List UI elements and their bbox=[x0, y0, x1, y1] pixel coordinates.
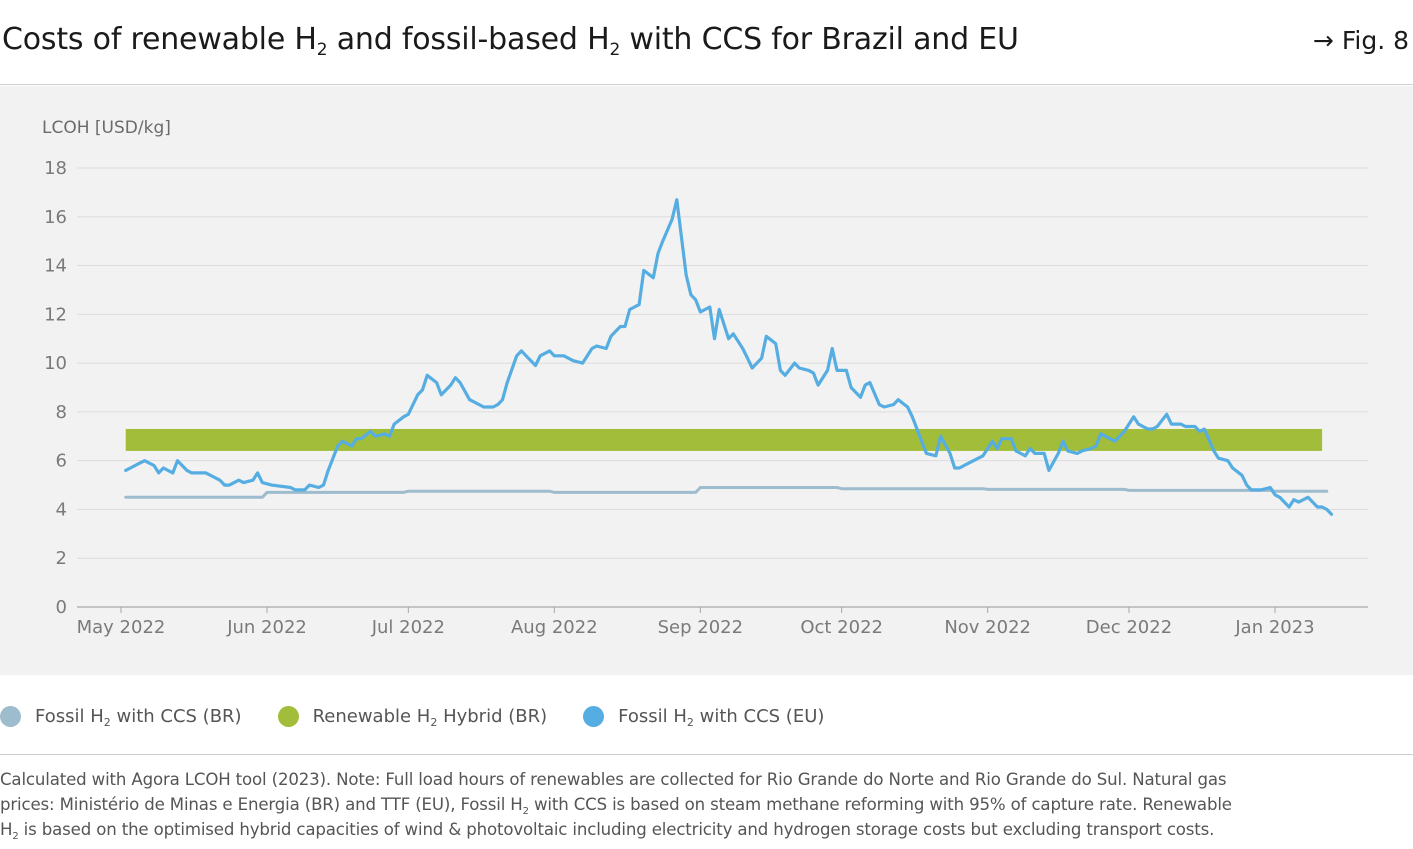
x-tick-label: Oct 2022 bbox=[800, 617, 883, 638]
legend-swatch-renewable-br bbox=[277, 705, 299, 727]
legend-swatch-fossil-eu bbox=[583, 705, 605, 727]
x-tick-label: Dec 2022 bbox=[1086, 617, 1172, 638]
y-tick-label: 16 bbox=[44, 207, 67, 228]
fossil-br-line bbox=[124, 486, 1329, 499]
x-tick-label: Jan 2023 bbox=[1234, 617, 1314, 638]
y-tick-label: 0 bbox=[56, 597, 67, 618]
divider bbox=[0, 754, 1413, 755]
y-tick-label: 14 bbox=[44, 256, 67, 277]
figure-header: Costs of renewable H2 and fossil-based H… bbox=[0, 0, 1413, 85]
y-tick-label: 10 bbox=[44, 353, 67, 374]
note-line-3: H2 is based on the optimised hybrid capa… bbox=[0, 820, 1215, 842]
legend-item-fossil-br: Fossil H2 with CCS (BR) bbox=[0, 705, 242, 729]
line-chart: LCOH [USD/kg] 0 2 4 6 8 10 12 14 16 18 May 2022 Jun … bbox=[42, 118, 1368, 638]
source-note: Calculated with Agora LCOH tool (2023). … bbox=[0, 767, 1413, 842]
legend-item-renewable-br: Renewable H2 Hybrid (BR) bbox=[277, 705, 548, 729]
legend-swatch-fossil-br bbox=[0, 705, 21, 727]
x-tick-label: Jul 2022 bbox=[371, 617, 445, 638]
x-tick-label: May 2022 bbox=[77, 617, 166, 638]
note-line-2: prices: Ministério de Minas e Energia (B… bbox=[0, 795, 1232, 817]
legend-label-renewable-br: Renewable H2 Hybrid (BR) bbox=[312, 705, 548, 729]
note-line-1: Calculated with Agora LCOH tool (2023). … bbox=[0, 770, 1227, 789]
legend-label-fossil-br: Fossil H2 with CCS (BR) bbox=[35, 705, 242, 729]
figure-reference: → Fig. 8 bbox=[1312, 26, 1409, 55]
x-tick-label: Jun 2022 bbox=[226, 617, 307, 638]
x-tick-label: Aug 2022 bbox=[511, 617, 598, 638]
legend: Fossil H2 with CCS (BR) Renewable H2 Hyb… bbox=[0, 699, 860, 733]
x-tick-label: Sep 2022 bbox=[658, 617, 743, 638]
chart-title: Costs of renewable H2 and fossil-based H… bbox=[2, 22, 1019, 60]
y-tick-label: 6 bbox=[56, 451, 67, 472]
renewable-band bbox=[125, 428, 1323, 451]
legend-label-fossil-eu: Fossil H2 with CCS (EU) bbox=[618, 705, 825, 729]
legend-item-fossil-eu: Fossil H2 with CCS (EU) bbox=[583, 705, 825, 729]
x-tick-label: Nov 2022 bbox=[944, 617, 1031, 638]
chart-area: LCOH [USD/kg] 0 2 4 6 8 10 12 14 16 18 May 2022 Jun … bbox=[0, 86, 1413, 675]
fossil-eu-line bbox=[124, 198, 1334, 516]
y-tick-label: 12 bbox=[44, 304, 67, 325]
y-tick-label: 18 bbox=[44, 158, 67, 179]
y-axis-label: LCOH [USD/kg] bbox=[42, 118, 171, 138]
y-tick-label: 4 bbox=[56, 499, 67, 520]
y-tick-label: 8 bbox=[56, 402, 67, 423]
y-tick-label: 2 bbox=[56, 548, 67, 569]
